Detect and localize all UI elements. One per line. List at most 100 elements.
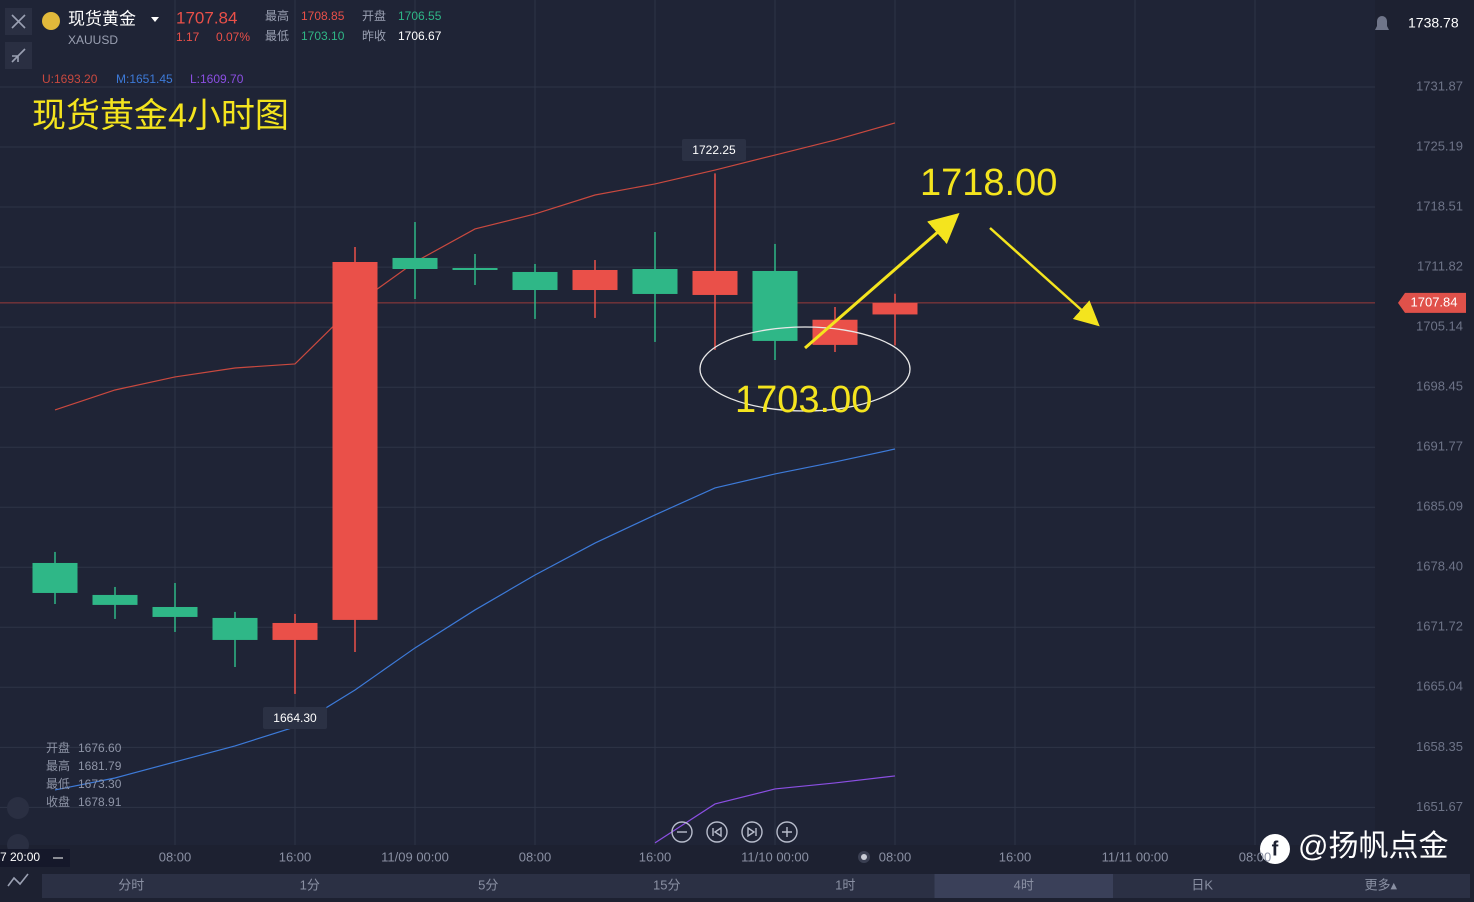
stat-label: 昨收 — [362, 29, 386, 43]
indicator-button[interactable] — [7, 797, 29, 819]
ohlc-value: 1676.60 — [78, 741, 122, 755]
symbol-name[interactable]: 现货黄金 — [68, 9, 136, 28]
candle-body — [572, 269, 618, 291]
arrow-up — [804, 213, 960, 350]
tab[interactable]: 15分 — [653, 877, 680, 892]
tab[interactable]: 5分 — [478, 877, 498, 892]
candle-body — [872, 302, 918, 315]
legend-entry: U:1693.20 — [42, 72, 98, 86]
watermark-icon — [1260, 834, 1290, 864]
y-tick-label: 1665.04 — [1416, 679, 1463, 694]
candle-body — [512, 271, 558, 291]
bell-icon[interactable] — [1375, 16, 1389, 30]
y-tick-label: 1685.09 — [1416, 499, 1463, 514]
y-tick-label: 1731.87 — [1416, 78, 1463, 93]
stat-value: 1708.85 — [301, 9, 345, 23]
marks — [0, 122, 1375, 844]
min-label-box — [263, 707, 327, 729]
axis-top: 1738.78 — [1408, 15, 1459, 31]
last-price-label: 1707.84 — [1411, 294, 1458, 309]
icon — [747, 826, 757, 838]
annotation-ellipse — [699, 326, 911, 412]
ohlc-value: 1681.79 — [78, 759, 122, 773]
stat-label: 最高 — [265, 8, 289, 23]
zoom-out[interactable] — [671, 821, 693, 843]
candle-body — [32, 562, 78, 593]
stat-label: 开盘 — [362, 8, 386, 23]
max-label-box — [682, 139, 746, 161]
tab[interactable]: 4时 — [1014, 877, 1034, 892]
x-tick-label: 16:00 — [639, 849, 672, 864]
band-line — [654, 775, 896, 844]
y-tick-label: 1678.40 — [1416, 559, 1463, 574]
close-icon — [11, 14, 26, 29]
timeline-dot-inner — [861, 854, 867, 860]
zoom-in[interactable] — [776, 821, 798, 843]
chart-title: 现货黄金4小时图 — [32, 97, 289, 135]
tabs: 分时 1分 5分 15分 1时 4时 日K 更多▴ — [118, 874, 1397, 898]
ohlc-label: 最高 — [46, 758, 70, 773]
tab[interactable]: 分时 — [118, 877, 144, 892]
watermark: @扬帆点金 — [1298, 830, 1448, 863]
x-tick-label: 08:00 — [519, 849, 552, 864]
to-start[interactable] — [706, 821, 728, 843]
x-tick-label: 08:00 — [879, 849, 912, 864]
dropdown-icon[interactable] — [151, 17, 159, 22]
chart-type-button[interactable] — [7, 873, 29, 887]
x-tick-label: 11/09 00:00 — [381, 849, 449, 864]
y-tick-label: 1658.35 — [1416, 739, 1463, 754]
candle-body — [392, 257, 438, 270]
arrow-down — [989, 227, 1100, 327]
candle-body — [92, 594, 138, 605]
stat-value: 1706.55 — [398, 9, 442, 23]
tab[interactable]: 日K — [1191, 877, 1213, 892]
icon — [782, 827, 792, 837]
band-line — [54, 122, 896, 411]
max-label: 1722.25 — [692, 143, 736, 157]
grid — [0, 0, 1375, 845]
x-tick-label: 08:00 — [159, 849, 192, 864]
tab[interactable]: 更多▴ — [1364, 877, 1397, 892]
candle-body — [212, 617, 258, 640]
stat-value: 1703.10 — [301, 29, 345, 43]
crosshair-time: 7 20:00 — [0, 850, 40, 864]
symbol-code: XAUUSD — [68, 33, 118, 47]
change: 1.17 — [176, 30, 200, 44]
y-tick-label: 1711.82 — [1417, 259, 1463, 274]
x-tick-label: 16:00 — [999, 849, 1032, 864]
legend-entry: L:1609.70 — [190, 72, 244, 86]
to-end[interactable] — [741, 821, 763, 843]
x-tick-label: 11/10 00:00 — [741, 849, 809, 864]
tab-bar — [42, 874, 1470, 898]
y-tick-label: 1691.77 — [1416, 439, 1463, 454]
nav-buttons — [671, 821, 798, 843]
y-tick-label: 1718.51 — [1416, 198, 1463, 213]
x-tick-label: 11/11 00:00 — [1102, 849, 1169, 864]
candle-body — [332, 261, 378, 620]
y-tick-label: 1651.67 — [1416, 799, 1463, 814]
legend-entry: M:1651.45 — [116, 72, 173, 86]
watermark-icon-glyph: f — [1272, 838, 1279, 860]
stat-value: 1706.67 — [398, 29, 442, 43]
active-tab[interactable] — [934, 874, 1114, 898]
shrink-icon — [11, 48, 26, 63]
crosshair-box — [0, 849, 70, 867]
band-line — [54, 448, 896, 791]
min-label: 1664.30 — [273, 711, 317, 725]
candle-body — [692, 270, 738, 295]
ohlc-value: 1673.30 — [78, 777, 122, 791]
y-tick-label: 1671.72 — [1416, 619, 1463, 634]
x-tick-label: 16:00 — [279, 849, 312, 864]
candle-body — [632, 269, 678, 294]
last-price-tag — [1398, 292, 1466, 313]
candle-body — [812, 319, 858, 345]
ohlc-label: 收盘 — [46, 794, 70, 809]
tab[interactable]: 1时 — [835, 877, 855, 892]
candle-body — [272, 622, 318, 640]
coin-icon — [42, 12, 60, 30]
candle-body — [452, 268, 498, 270]
tab[interactable]: 1分 — [300, 877, 320, 892]
y-tick-label: 1698.45 — [1416, 379, 1463, 394]
target-annotation: 1718.00 — [920, 162, 1057, 204]
